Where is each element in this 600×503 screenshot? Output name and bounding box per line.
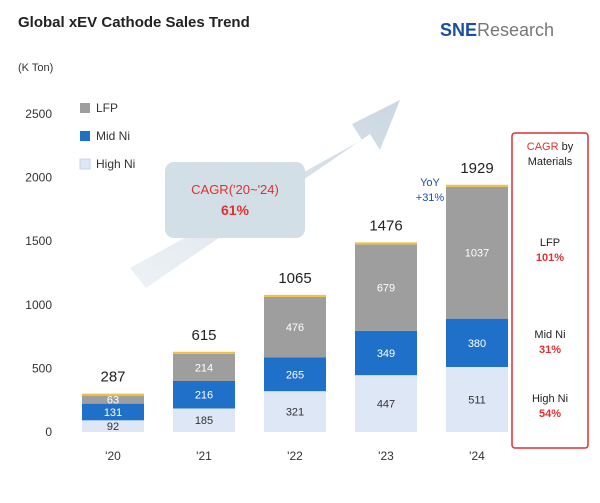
bar-segment-label: 511 bbox=[468, 395, 486, 407]
legend-swatch bbox=[80, 103, 90, 113]
bar-segment bbox=[82, 420, 144, 432]
bar-segment-label: 321 bbox=[286, 407, 304, 419]
x-tick-label: '21 bbox=[196, 449, 212, 463]
bar-total-label: 1065 bbox=[278, 270, 311, 287]
bar-total-label: 615 bbox=[191, 327, 216, 344]
cagr-panel-title-line1: CAGR by bbox=[527, 141, 574, 153]
legend-swatch bbox=[80, 131, 90, 141]
bar-total-label: 1476 bbox=[369, 217, 402, 234]
bar-segment bbox=[173, 353, 235, 381]
bar-segment-label: 1037 bbox=[465, 248, 489, 260]
y-tick-label: 2000 bbox=[25, 171, 52, 185]
legend-label: High Ni bbox=[96, 157, 135, 171]
bar-segment bbox=[355, 330, 417, 376]
cagr-panel-title-rest: by bbox=[562, 141, 574, 153]
bar-top-cap bbox=[82, 393, 144, 396]
bar-segment bbox=[355, 375, 417, 432]
bar-segment-label: 380 bbox=[468, 338, 486, 350]
bar-segment-label: 214 bbox=[195, 362, 213, 374]
bar-segment bbox=[264, 357, 326, 392]
bar-top-cap bbox=[355, 242, 417, 245]
bar-segment bbox=[264, 391, 326, 432]
bar-segment-label: 476 bbox=[286, 322, 304, 334]
bar-segment bbox=[173, 408, 235, 432]
cagr-panel-title-red: CAGR bbox=[527, 141, 559, 153]
legend: LFP Mid Ni High Ni bbox=[79, 101, 135, 171]
y-tick-label: 0 bbox=[45, 425, 52, 439]
bar-segment bbox=[446, 367, 508, 432]
logo-brand: SNE bbox=[440, 20, 478, 40]
cagr-panel-title-line2: Materials bbox=[528, 156, 573, 168]
bar-segment-label: 92 bbox=[107, 421, 119, 433]
bar-total-label: 287 bbox=[100, 369, 125, 386]
bar-top-cap bbox=[173, 351, 235, 354]
bar-top-cap bbox=[446, 184, 508, 187]
bar-segment bbox=[446, 186, 508, 319]
bar-segment-label: 216 bbox=[195, 390, 213, 402]
yoy-value: +31% bbox=[416, 192, 445, 204]
bar-segment bbox=[446, 318, 508, 368]
cagr-item-midni-name: Mid Ni bbox=[534, 329, 565, 341]
bar-segment-label: 349 bbox=[377, 348, 395, 360]
legend-label: Mid Ni bbox=[96, 129, 130, 143]
logo-text: Research bbox=[477, 20, 555, 40]
bar-segment-label: 185 bbox=[195, 415, 213, 427]
bar-top-cap bbox=[264, 294, 326, 297]
x-tick-label: '20 bbox=[105, 449, 121, 463]
cagr-callout-label: CAGR('20~'24) bbox=[191, 182, 279, 197]
bar-segment-label: 131 bbox=[104, 407, 122, 419]
bar-segment-label: 679 bbox=[377, 283, 395, 295]
cagr-item-lfp-value: 101% bbox=[536, 252, 564, 264]
cagr-callout-box bbox=[165, 162, 305, 238]
cagr-item-highni-value: 54% bbox=[539, 408, 561, 420]
cagr-item-lfp-name: LFP bbox=[540, 237, 560, 249]
x-tick-label: '23 bbox=[378, 449, 394, 463]
x-tick-label: '22 bbox=[287, 449, 303, 463]
y-axis: 0 500 1000 1500 2000 2500 bbox=[25, 107, 52, 439]
bar-segment bbox=[82, 395, 144, 404]
chart-title: Global xEV Cathode Sales Trend bbox=[18, 14, 250, 31]
sne-research-logo: SNEResearch bbox=[440, 20, 554, 41]
bar-segment bbox=[82, 403, 144, 421]
cagr-panel-border bbox=[511, 132, 589, 449]
bar-segment-label: 265 bbox=[286, 369, 304, 381]
bar-segment-label: 447 bbox=[377, 399, 395, 411]
bar-total-label: 1929 bbox=[460, 160, 493, 177]
cagr-item-highni-name: High Ni bbox=[532, 393, 568, 405]
cagr-item-midni-value: 31% bbox=[539, 344, 561, 356]
y-axis-unit: (K Ton) bbox=[18, 62, 54, 74]
x-tick-label: '24 bbox=[469, 449, 485, 463]
yoy-label: YoY bbox=[420, 177, 440, 189]
y-tick-label: 1000 bbox=[25, 298, 52, 312]
bar-segment bbox=[355, 244, 417, 331]
y-tick-label: 2500 bbox=[25, 107, 52, 121]
cagr-callout-value: 61% bbox=[221, 202, 250, 218]
bar-segment bbox=[173, 380, 235, 409]
bar-segment bbox=[264, 296, 326, 358]
legend-swatch bbox=[79, 158, 91, 170]
y-tick-label: 1500 bbox=[25, 234, 52, 248]
legend-label: LFP bbox=[96, 101, 118, 115]
bar-segment-label: 63 bbox=[107, 395, 119, 407]
y-tick-label: 500 bbox=[32, 361, 52, 375]
